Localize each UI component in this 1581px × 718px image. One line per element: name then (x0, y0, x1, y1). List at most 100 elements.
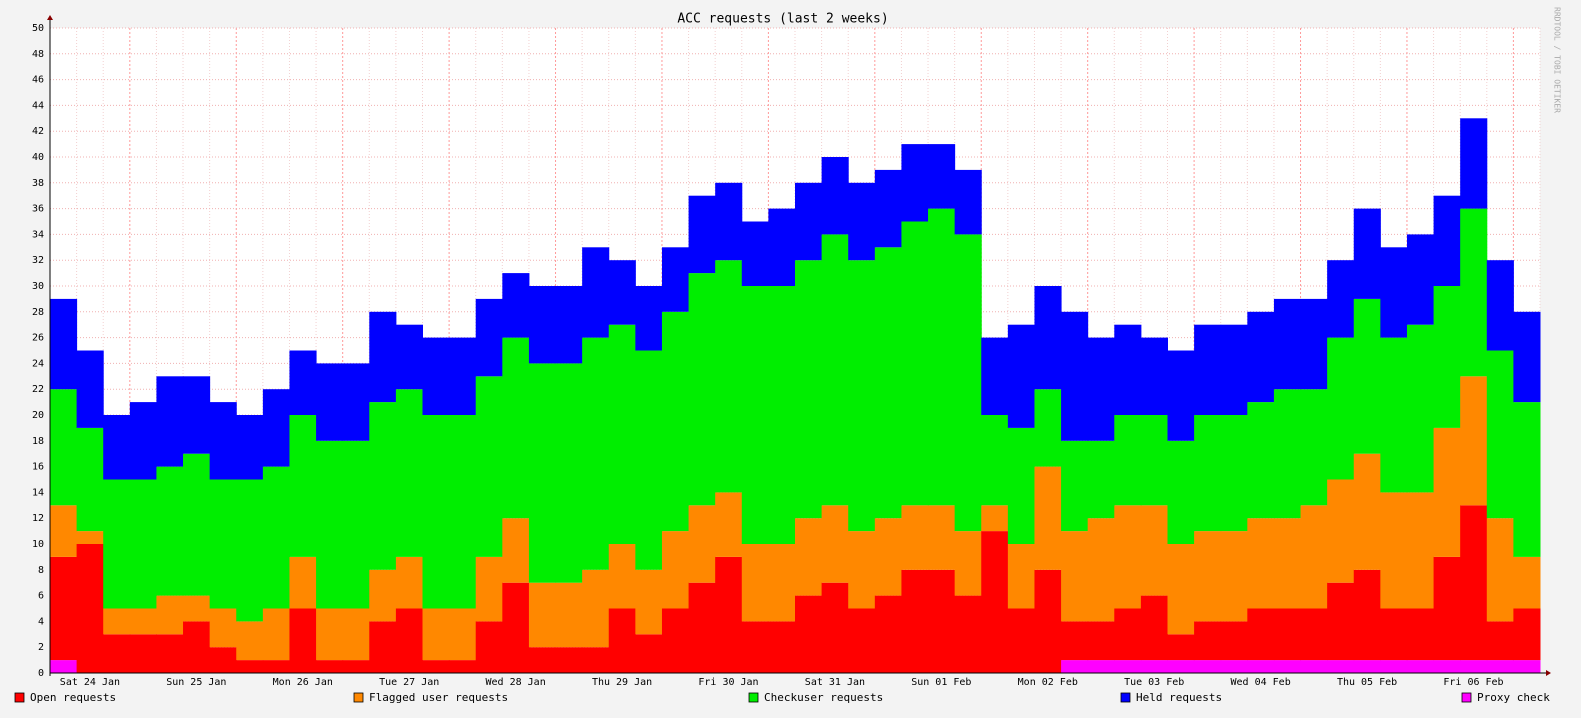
area-segment (1087, 337, 1115, 441)
area-segment (874, 595, 902, 673)
area-segment (688, 195, 716, 274)
legend-swatch (748, 692, 759, 703)
area-segment (1114, 505, 1142, 609)
area-segment (715, 260, 743, 493)
area-segment (50, 505, 78, 557)
area-segment (582, 337, 610, 570)
area-segment (262, 660, 290, 673)
legend-swatch (1461, 692, 1472, 703)
area-segment (1220, 415, 1248, 532)
area-segment (635, 350, 663, 570)
area-segment (1061, 660, 1089, 673)
area-segment (768, 621, 796, 673)
area-segment (1460, 660, 1488, 673)
area-segment (848, 608, 876, 673)
area-segment (422, 608, 450, 661)
legend-label: Held requests (1136, 691, 1222, 704)
area-segment (1380, 492, 1408, 609)
y-tick-label: 36 (32, 204, 44, 215)
area-segment (1460, 376, 1488, 506)
area-segment (1087, 518, 1115, 622)
watermark: RRDTOOL / TOBI OETIKER (1553, 7, 1562, 113)
area-segment (1300, 660, 1328, 673)
area-segment (1007, 324, 1035, 428)
area-segment (1460, 118, 1488, 209)
area-segment (369, 311, 397, 403)
area-segment (1353, 208, 1381, 299)
area-segment (209, 402, 237, 480)
area-segment (236, 621, 264, 661)
legend-label: Checkuser requests (764, 691, 883, 704)
area-segment (1300, 608, 1328, 661)
legend-swatch (1120, 692, 1131, 703)
y-tick-label: 26 (32, 333, 44, 344)
area-segment (1194, 660, 1222, 673)
area-segment (1513, 556, 1541, 609)
area-segment (848, 182, 876, 261)
area-segment (1406, 492, 1435, 609)
area-segment (1486, 350, 1514, 519)
y-tick-label: 22 (32, 384, 44, 395)
area-segment (528, 363, 557, 583)
area-segment (50, 660, 78, 673)
x-tick-label: Thu 05 Feb (1337, 677, 1397, 688)
area-segment (236, 415, 264, 480)
area-segment (395, 324, 423, 390)
area-segment (76, 531, 104, 544)
area-segment (688, 505, 716, 583)
area-segment (635, 286, 663, 351)
area-segment (821, 505, 849, 583)
area-segment (1380, 608, 1408, 661)
area-segment (1486, 260, 1514, 351)
area-segment (395, 608, 423, 673)
area-segment (1140, 505, 1168, 596)
x-tick-label: Sat 31 Jan (805, 677, 865, 688)
x-tick-label: Sun 25 Jan (166, 677, 226, 688)
legend-label: Flagged user requests (369, 691, 508, 704)
y-tick-label: 42 (32, 126, 44, 137)
area-segment (1327, 660, 1355, 673)
area-segment (1486, 621, 1514, 661)
axes: 0246810121416182022242628303234363840424… (14, 15, 1551, 704)
y-tick-label: 20 (32, 410, 44, 421)
x-tick-label: Mon 26 Jan (273, 677, 333, 688)
area-segment (1220, 621, 1248, 661)
area-segment (1114, 415, 1142, 506)
area-segment (449, 660, 477, 673)
y-tick-label: 34 (32, 229, 44, 240)
area-segment (1061, 531, 1089, 622)
area-segment (156, 595, 184, 635)
area-segment (1087, 660, 1115, 673)
area-segment (449, 608, 477, 661)
y-tick-label: 18 (32, 436, 44, 447)
area-segment (76, 427, 104, 532)
area-segment (1513, 402, 1541, 557)
area-segment (475, 298, 503, 377)
area-segment (1433, 556, 1461, 661)
y-tick-label: 48 (32, 49, 44, 60)
area-segment (209, 647, 237, 673)
area-segment (1087, 621, 1115, 661)
area-segment (183, 621, 211, 673)
y-tick-label: 16 (32, 462, 44, 473)
area-segment (741, 544, 769, 622)
chart-title: ACC requests (last 2 weeks) (677, 12, 888, 27)
area-segment (1220, 324, 1248, 415)
area-segment (874, 518, 902, 596)
area-segment (928, 505, 956, 570)
area-segment (475, 556, 503, 622)
area-segment (1194, 621, 1222, 661)
y-tick-label: 50 (32, 23, 44, 34)
area-segment (1167, 544, 1195, 635)
area-segment (608, 324, 636, 544)
area-segment (1007, 608, 1035, 673)
area-segment (502, 273, 530, 338)
area-segment (262, 466, 290, 609)
area-segment (1273, 608, 1302, 661)
area-segment (688, 582, 716, 673)
area-segment (50, 556, 78, 661)
area-segment (1167, 634, 1195, 661)
area-segment (262, 389, 290, 467)
x-tick-label: Sat 24 Jan (60, 677, 120, 688)
area-segment (555, 363, 583, 583)
